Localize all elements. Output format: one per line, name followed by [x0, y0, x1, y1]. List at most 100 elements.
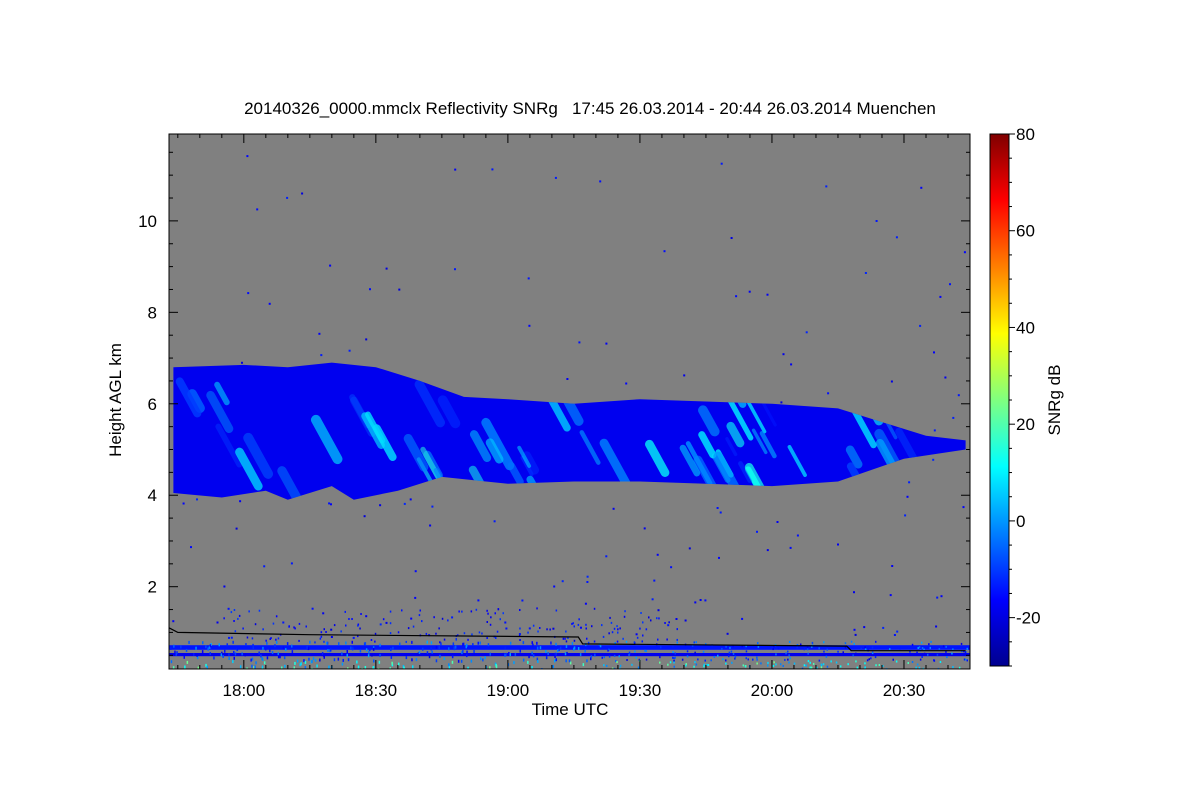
y-tick-label: 8 — [148, 303, 157, 322]
noise-pixel — [344, 610, 346, 613]
noise-pixel — [878, 664, 881, 666]
noise-pixel — [673, 657, 675, 660]
noise-pixel — [251, 657, 254, 661]
noise-pixel — [222, 655, 224, 658]
noise-pixel — [855, 652, 857, 655]
noise-pixel — [197, 666, 200, 669]
cloud-streak — [310, 414, 343, 465]
noise-pixel — [452, 642, 455, 646]
noise-pixel — [952, 648, 954, 651]
clutter-speckle — [584, 602, 587, 605]
noise-pixel — [773, 661, 775, 664]
clutter-speckle — [363, 515, 366, 518]
noise-pixel — [847, 663, 849, 666]
noise-pixel — [666, 638, 668, 641]
noise-pixel — [760, 662, 762, 665]
x-tick-label: 18:30 — [355, 681, 398, 700]
noise-pixel — [224, 649, 226, 653]
noise-pixel — [842, 651, 844, 654]
noise-pixel — [422, 647, 424, 651]
noise-pixel — [439, 654, 441, 658]
noise-pixel — [299, 663, 301, 667]
noise-pixel — [585, 643, 587, 647]
noise-pixel — [186, 660, 189, 664]
noise-pixel — [451, 655, 454, 659]
noise-pixel — [725, 659, 727, 662]
noise-pixel — [558, 648, 560, 652]
noise-pixel — [471, 633, 473, 636]
noise-pixel — [475, 608, 478, 611]
noise-pixel — [810, 666, 813, 669]
noise-pixel — [745, 650, 748, 653]
cloud-streak — [215, 423, 243, 468]
noise-pixel — [615, 660, 617, 663]
noise-pixel — [691, 644, 694, 647]
clutter-speckle — [656, 553, 659, 556]
clutter-speckle — [625, 382, 628, 385]
noise-pixel — [205, 663, 207, 667]
noise-pixel — [606, 664, 608, 667]
noise-pixel — [729, 646, 731, 649]
clutter-speckle — [301, 192, 304, 195]
noise-pixel — [593, 640, 596, 643]
colorbar-gradient — [989, 133, 1010, 667]
noise-pixel — [713, 655, 716, 658]
clutter-speckle — [605, 555, 608, 558]
noise-pixel — [266, 656, 269, 660]
noise-pixel — [725, 645, 727, 648]
noise-pixel — [619, 667, 621, 669]
noise-pixel — [466, 650, 468, 654]
clutter-speckle — [790, 363, 793, 366]
noise-pixel — [359, 627, 361, 630]
noise-pixel — [554, 659, 556, 663]
noise-pixel — [453, 647, 456, 651]
cloud-streak — [759, 430, 777, 459]
noise-pixel — [234, 652, 237, 656]
noise-pixel — [702, 650, 705, 653]
noise-pixel — [455, 638, 457, 641]
noise-pixel — [440, 642, 442, 646]
noise-pixel — [767, 664, 769, 667]
noise-pixel — [870, 657, 872, 660]
cloud-streak — [726, 395, 754, 441]
clutter-speckle — [963, 251, 966, 254]
noise-pixel — [407, 627, 410, 630]
clutter-speckle — [580, 626, 582, 629]
y-tick-label: 2 — [148, 578, 157, 597]
noise-pixel — [537, 660, 539, 663]
noise-pixel — [333, 624, 336, 627]
noise-pixel — [577, 623, 580, 626]
noise-pixel — [253, 666, 255, 669]
noise-pixel — [279, 655, 281, 659]
noise-pixel — [721, 647, 723, 650]
clutter-speckle — [431, 505, 434, 508]
noise-pixel — [218, 643, 220, 647]
noise-pixel — [252, 646, 254, 649]
cloud-streak — [206, 390, 234, 434]
noise-pixel — [725, 662, 727, 665]
clutter-speckle — [454, 268, 456, 271]
noise-pixel — [490, 616, 492, 619]
noise-pixel — [757, 642, 759, 645]
noise-pixel — [744, 665, 747, 668]
noise-pixel — [473, 650, 475, 653]
clutter-speckle — [704, 599, 707, 602]
noise-pixel — [293, 626, 295, 629]
cloud-streak — [187, 389, 205, 414]
noise-pixel — [555, 658, 557, 662]
noise-pixel — [170, 646, 172, 650]
clutter-speckle — [286, 196, 289, 199]
noise-pixel — [565, 630, 567, 633]
noise-pixel — [826, 665, 829, 668]
noise-pixel — [345, 624, 347, 627]
clutter-speckle — [895, 236, 898, 239]
noise-pixel — [329, 649, 331, 653]
noise-pixel — [640, 612, 642, 614]
noise-pixel — [532, 624, 535, 627]
noise-pixel — [293, 666, 295, 669]
noise-pixel — [245, 643, 247, 647]
noise-pixel — [389, 667, 391, 669]
clutter-speckle — [409, 498, 412, 501]
clutter-speckle — [290, 562, 293, 565]
noise-pixel — [477, 641, 479, 645]
